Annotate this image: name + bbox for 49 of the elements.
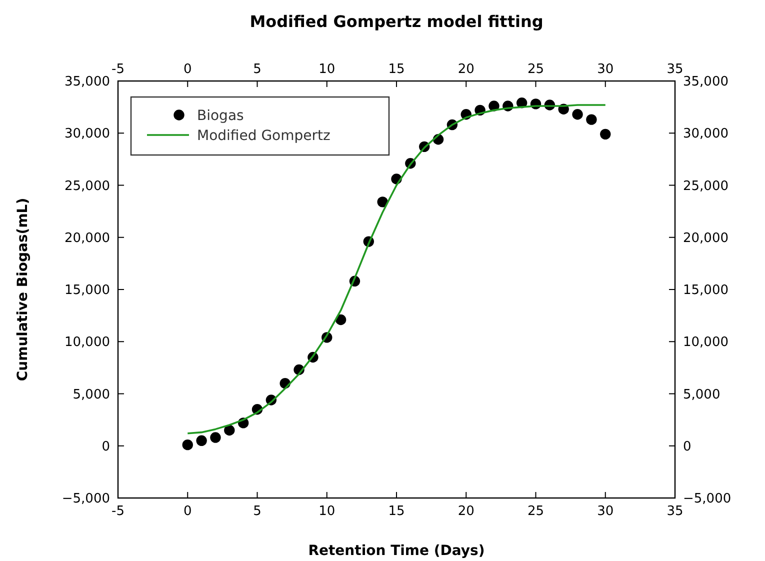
point bbox=[182, 439, 193, 450]
y-tick-label: 30,000 bbox=[64, 126, 110, 142]
x2-tick-label: 10 bbox=[318, 504, 336, 519]
x-tick-label: 5 bbox=[253, 62, 262, 77]
y-tick-label: −5,000 bbox=[62, 492, 110, 506]
y2-tick-label: 30,000 bbox=[683, 126, 728, 142]
x-tick-label: 25 bbox=[527, 62, 544, 77]
legend-label: Biogas bbox=[197, 108, 244, 124]
x-axis-title: Retention Time (Days) bbox=[308, 543, 485, 559]
y-tick-label: 20,000 bbox=[64, 230, 110, 246]
x-tick-label: 0 bbox=[183, 62, 192, 77]
y2-tick-label: 10,000 bbox=[683, 335, 728, 350]
y2-tick-label: 0 bbox=[683, 439, 692, 454]
y2-tick-label: 35,000 bbox=[683, 74, 728, 90]
point bbox=[210, 432, 221, 443]
y-tick-label: 35,000 bbox=[64, 74, 110, 90]
y2-tick-label: 20,000 bbox=[683, 230, 728, 246]
y2-tick-label: 5,000 bbox=[683, 387, 720, 402]
y2-tick-label: −5,000 bbox=[683, 492, 732, 506]
y-tick-label: 10,000 bbox=[64, 335, 110, 350]
x-tick-label: 30 bbox=[597, 62, 614, 77]
legend-label: Modified Gompertz bbox=[197, 128, 330, 144]
y-tick-label: 15,000 bbox=[64, 283, 110, 298]
y-axis-title: Cumulative Biogas(mL) bbox=[15, 198, 31, 382]
point bbox=[224, 424, 235, 436]
point bbox=[586, 114, 597, 125]
y2-tick-label: 15,000 bbox=[683, 283, 728, 298]
x2-tick-label: -5 bbox=[112, 504, 124, 519]
y2-tick-label: 25,000 bbox=[683, 178, 728, 194]
x2-tick-label: 25 bbox=[527, 504, 544, 519]
x2-tick-label: 20 bbox=[458, 504, 474, 519]
x-tick-label: 15 bbox=[388, 62, 405, 77]
x2-tick-label: 15 bbox=[388, 504, 405, 519]
x-tick-label: -5 bbox=[112, 62, 124, 77]
y-tick-label: 0 bbox=[102, 439, 110, 454]
y-tick-label: 25,000 bbox=[64, 178, 110, 194]
point bbox=[196, 435, 207, 446]
point bbox=[572, 109, 583, 120]
chart-title: Modified Gompertz model fitting bbox=[250, 12, 544, 31]
x-tick-label: 20 bbox=[458, 62, 474, 77]
point bbox=[377, 196, 388, 208]
x2-tick-label: 5 bbox=[253, 504, 262, 519]
y-tick-label: 5,000 bbox=[72, 387, 110, 402]
x2-tick-label: 30 bbox=[597, 504, 614, 519]
x-tick-label: 10 bbox=[318, 62, 336, 77]
point bbox=[600, 128, 611, 140]
x2-tick-label: 35 bbox=[666, 504, 684, 519]
x2-tick-label: 0 bbox=[183, 504, 192, 519]
x-tick-label: 35 bbox=[666, 62, 684, 77]
